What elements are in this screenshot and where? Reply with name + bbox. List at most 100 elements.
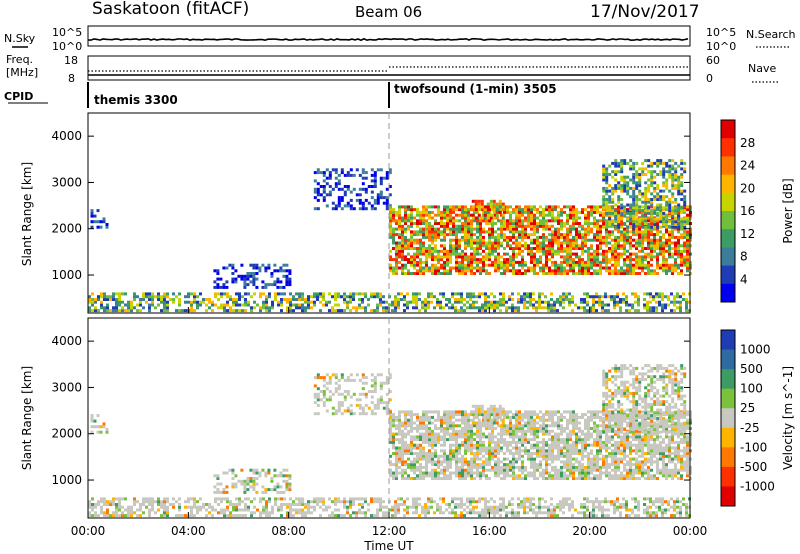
velocity-cell (401, 474, 404, 478)
power-cell (590, 213, 593, 217)
power-cell (550, 306, 553, 310)
power-cell (508, 295, 511, 299)
power-cell (142, 306, 145, 310)
power-cell (488, 205, 491, 209)
power-cell (569, 252, 572, 256)
power-cell (685, 309, 688, 313)
velocity-cell (580, 511, 583, 515)
power-cell (443, 235, 446, 239)
power-cell (479, 227, 482, 231)
power-cell (646, 306, 649, 310)
power-cell (602, 198, 606, 201)
power-cell (231, 272, 235, 275)
power-cell (572, 252, 575, 256)
velocity-cell (340, 412, 344, 416)
power-cell (292, 295, 295, 299)
power-cell (611, 238, 614, 242)
power-cell (593, 252, 596, 256)
velocity-cell (443, 465, 446, 469)
power-cell (244, 292, 247, 296)
power-cell (545, 208, 548, 212)
velocity-cell (422, 474, 425, 478)
power-cell (136, 303, 139, 307)
velocity-cell (601, 505, 604, 509)
power-cell (172, 298, 175, 301)
power-cell (602, 195, 606, 199)
power-cell (100, 303, 103, 307)
velocity-cell (568, 508, 571, 512)
power-cell (467, 260, 470, 264)
power-cell (602, 266, 605, 270)
power-cell (277, 303, 280, 307)
power-cell (613, 300, 616, 304)
power-cell (246, 283, 250, 287)
power-cell (661, 309, 664, 313)
velocity-cell (425, 427, 428, 430)
velocity-cell (455, 438, 458, 442)
power-cell (515, 244, 518, 248)
power-cell (614, 164, 618, 168)
power-cell (551, 208, 554, 212)
velocity-cell (172, 505, 175, 509)
velocity-cell (517, 514, 520, 518)
power-cell (434, 235, 437, 239)
velocity-cell (313, 376, 317, 380)
velocity-cell (373, 406, 377, 410)
power-cell (440, 230, 443, 234)
power-cell (401, 258, 404, 262)
power-cell (343, 295, 346, 299)
power-cell (602, 203, 606, 207)
power-cell (446, 233, 449, 237)
velocity-cell (437, 471, 440, 475)
power-cell (316, 182, 320, 186)
power-cell (521, 272, 524, 275)
velocity-cell (243, 490, 247, 494)
power-cell (190, 306, 193, 310)
power-cell (569, 247, 572, 250)
power-cell (509, 213, 512, 217)
power-cell (193, 309, 196, 313)
power-cell (599, 252, 602, 256)
power-cell (665, 260, 668, 264)
velocity-cell (452, 429, 455, 433)
power-cell (608, 249, 611, 253)
velocity-cell (96, 425, 100, 429)
power-cell (547, 309, 550, 313)
power-cell (605, 175, 609, 179)
power-cell (364, 187, 368, 191)
power-cell (407, 244, 410, 248)
velocity-cell (252, 485, 256, 489)
velocity-cell (568, 503, 571, 506)
power-cell (505, 300, 508, 304)
power-cell (614, 173, 618, 176)
power-cell (419, 213, 422, 217)
power-cell (340, 168, 344, 172)
power-cell (458, 272, 461, 275)
velocity-cell (298, 500, 301, 504)
power-cell (261, 285, 265, 289)
power-cell (483, 216, 487, 220)
power-cell (560, 233, 563, 237)
power-cell (593, 258, 596, 262)
velocity-cell (464, 457, 467, 461)
nsearch-tick-high: 10^5 (706, 26, 736, 39)
power-cell (668, 210, 671, 214)
power-cell (471, 213, 475, 217)
power-cell (485, 255, 488, 259)
velocity-cell (419, 457, 422, 461)
power-cell (611, 186, 615, 190)
power-cell (407, 241, 410, 245)
power-cell (524, 230, 527, 234)
velocity-cell (685, 508, 688, 512)
power-cell (515, 238, 518, 242)
power-cell (282, 285, 286, 289)
power-cell (683, 241, 686, 245)
power-cell (542, 272, 545, 275)
velocity-cell (625, 514, 628, 518)
power-cell (637, 298, 640, 301)
velocity-cell (196, 508, 199, 512)
power-cell (649, 306, 652, 310)
power-cell (373, 171, 377, 175)
power-cell (650, 230, 653, 234)
velocity-cell (124, 497, 127, 501)
